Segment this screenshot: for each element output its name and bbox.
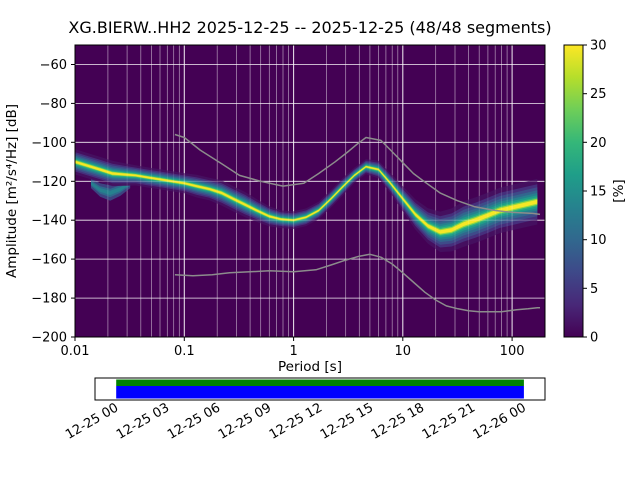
timeline-tick-label: 12-26 00	[471, 400, 529, 442]
x-tick-label: 0.01	[61, 344, 90, 359]
timeline-tick-label: 12-25 12	[267, 400, 325, 442]
colorbar-tick-label: 20	[590, 136, 607, 151]
y-tick-label: −160	[31, 253, 67, 268]
timeline-tick-label: 12-25 18	[369, 400, 427, 442]
psd-distribution	[75, 149, 538, 253]
plot-background	[75, 45, 545, 337]
x-tick-label: 1	[289, 344, 297, 359]
timeline-tick-label: 12-25 00	[63, 400, 121, 442]
y-tick-label: −140	[31, 214, 67, 229]
psd-secondary-band	[91, 180, 131, 198]
noise-model-low-line	[174, 253, 540, 313]
colorbar-tick-label: 0	[590, 331, 598, 346]
y-tick-label: −180	[31, 292, 67, 307]
timeline-coverage-top	[116, 379, 524, 386]
x-tick-label: 10	[395, 344, 412, 359]
y-tick-label: −80	[40, 97, 67, 112]
plot-border	[74, 44, 546, 338]
noise-models	[174, 133, 541, 313]
timeline-coverage-bottom	[116, 386, 524, 399]
y-tick-label: −200	[31, 331, 67, 346]
colorbar-tick-label: 25	[590, 87, 607, 102]
y-tick-label: −120	[31, 175, 67, 190]
x-tick-label: 100	[500, 344, 525, 359]
x-axis-label: Period [s]	[278, 359, 342, 375]
timeline-tick-label: 12-25 03	[114, 400, 172, 442]
colorbar-label: [%]	[611, 179, 627, 202]
noise-model-high-line	[174, 133, 541, 216]
psd-secondary-band	[91, 181, 131, 196]
grid-over	[75, 45, 545, 337]
colorbar-tick-label: 30	[590, 39, 607, 54]
timeline-tick-label: 12-25 09	[216, 400, 274, 442]
y-axis-label: Amplitude [m²/s⁴/Hz] [dB]	[4, 104, 20, 278]
colorbar	[563, 44, 584, 338]
x-tick-label: 0.1	[174, 344, 195, 359]
colorbar-tick-label: 15	[590, 185, 607, 200]
y-tick-label: −60	[40, 58, 67, 73]
colorbar-tick-label: 5	[590, 282, 598, 297]
timeline-tick-label: 12-25 06	[165, 400, 223, 442]
colorbar-tick-label: 10	[590, 233, 607, 248]
timeline-tick-label: 12-25 15	[318, 400, 376, 442]
y-tick-label: −100	[31, 136, 67, 151]
timeline-tick-label: 12-25 21	[420, 400, 478, 442]
chart-title: XG.BIERW..HH2 2025-12-25 -- 2025-12-25 (…	[68, 18, 551, 37]
